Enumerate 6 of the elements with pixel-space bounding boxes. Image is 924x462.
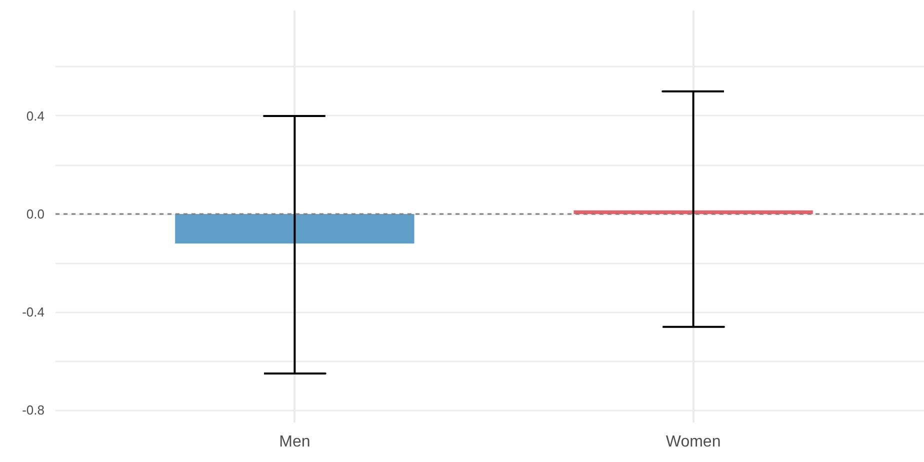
y-tick-label: 0.0 [26,206,45,222]
y-tick-label: -0.8 [22,402,45,418]
x-tick-label: Men [279,434,310,450]
y-tick-label: -0.4 [22,304,45,320]
x-tick-label: Women [666,434,721,450]
y-tick-label: 0.4 [26,108,45,124]
